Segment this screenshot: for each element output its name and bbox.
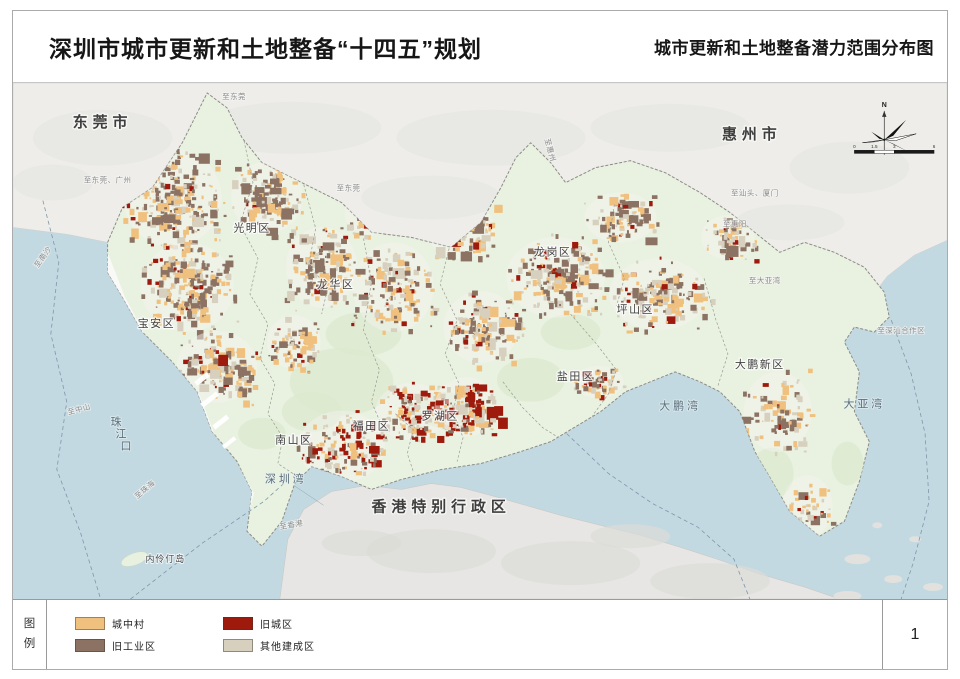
svg-text:1.5: 1.5 xyxy=(871,144,878,149)
map-label-water: 大鹏湾 xyxy=(659,399,701,413)
page-title-left: 深圳市城市更新和土地整备“十四五”规划 xyxy=(49,35,482,62)
map-label-island: 内伶仃岛 xyxy=(145,553,185,564)
small-island xyxy=(833,591,862,599)
map-label-water: 大亚湾 xyxy=(843,397,885,411)
legend-item: 旧城区 xyxy=(223,613,882,635)
map-label-road: 至大亚湾 xyxy=(749,275,781,285)
map-label-road: 至深汕合作区 xyxy=(877,325,925,335)
maritime-boundary xyxy=(566,433,751,599)
legend-bar: 图例 城中村旧工业区 旧城区其他建成区 1 xyxy=(13,599,947,669)
svg-text:N: N xyxy=(882,102,887,109)
map-label-district: 光明区 xyxy=(233,220,270,234)
legend-item: 城中村 xyxy=(75,613,195,635)
map-label-district: 坪山区 xyxy=(617,303,654,316)
legend-swatch xyxy=(223,639,253,652)
legend-swatch xyxy=(75,639,105,652)
map-label-city: 东莞市 xyxy=(73,113,133,131)
map-label-district: 大鹏新区 xyxy=(735,357,785,371)
map-label-district: 罗湖区 xyxy=(422,410,459,423)
page-title-right: 城市更新和土地整备潜力范围分布图 xyxy=(654,39,934,58)
small-island xyxy=(844,554,871,565)
map-label-city: 惠州市 xyxy=(722,125,782,143)
neilingding-island xyxy=(120,551,148,567)
map-label-road: 至汕头、厦门 xyxy=(731,188,779,198)
legend-key-label: 图例 xyxy=(23,617,36,650)
legend-item: 旧工业区 xyxy=(75,635,195,657)
map-label-district: 南山区 xyxy=(275,434,312,447)
district-boundary xyxy=(608,204,625,307)
district-boundary xyxy=(239,140,296,476)
map-label-water: 珠江口 xyxy=(111,415,135,453)
district-boundary xyxy=(703,278,729,386)
map-label-road: 至东莞 xyxy=(222,91,246,101)
title-bar: 深圳市城市更新和土地整备“十四五”规划 城市更新和土地整备潜力范围分布图 xyxy=(13,11,947,82)
maritime-boundary xyxy=(42,200,102,599)
map-label-city: 香港特别行政区 xyxy=(372,497,511,515)
legend-items: 城中村旧工业区 旧城区其他建成区 xyxy=(47,600,882,669)
svg-text:3: 3 xyxy=(893,144,896,149)
legend-item-label: 旧城区 xyxy=(260,620,293,631)
svg-text:0: 0 xyxy=(853,144,856,149)
legend-item: 其他建成区 xyxy=(223,635,882,657)
map-label-district: 盐田区 xyxy=(557,370,594,383)
map-patches xyxy=(107,140,864,542)
map-label-road: 至惠阳 xyxy=(723,218,747,228)
map-label-road: 至东莞 xyxy=(337,183,361,193)
district-boundary xyxy=(303,184,329,315)
small-island xyxy=(923,583,944,592)
page-number: 1 xyxy=(910,625,920,643)
map-label-road: 至香港 xyxy=(279,517,304,531)
legend-page-number-cell: 1 xyxy=(882,600,947,669)
map-region: 东莞市惠州市香港特别行政区 光明区宝安区 龙华区 龙岗区坪山区盐田区 大鹏新区南山区 福田… xyxy=(13,82,947,599)
map-label-water: 深圳湾 xyxy=(265,471,307,485)
legend-swatch xyxy=(75,617,105,630)
legend-item-label: 城中村 xyxy=(112,620,145,631)
map-label-district: 龙岗区 xyxy=(534,245,571,258)
district-boundary xyxy=(570,313,617,416)
map-label-road: 至东莞、广州 xyxy=(84,175,132,185)
map-label-district: 龙华区 xyxy=(317,277,354,291)
legend-swatch xyxy=(223,617,253,630)
small-island xyxy=(884,575,903,584)
district-boundary xyxy=(502,381,559,438)
map-label-district: 福田区 xyxy=(353,419,390,433)
page-container: 深圳市城市更新和土地整备“十四五”规划 城市更新和土地整备潜力范围分布图 东莞市… xyxy=(12,10,948,670)
legend-item-label: 旧工业区 xyxy=(112,642,156,653)
district-boundary xyxy=(363,238,384,430)
svg-text:6: 6 xyxy=(933,144,936,149)
legend-item-label: 其他建成区 xyxy=(260,642,315,653)
small-island xyxy=(909,536,922,543)
maritime-boundary xyxy=(130,483,285,599)
small-island xyxy=(872,522,883,529)
scale-bar: 0 1.5 3 6 xyxy=(853,144,936,154)
legend-key-cell: 图例 xyxy=(13,600,47,669)
map-label-district: 宝安区 xyxy=(138,316,175,330)
district-boundary xyxy=(452,411,464,462)
